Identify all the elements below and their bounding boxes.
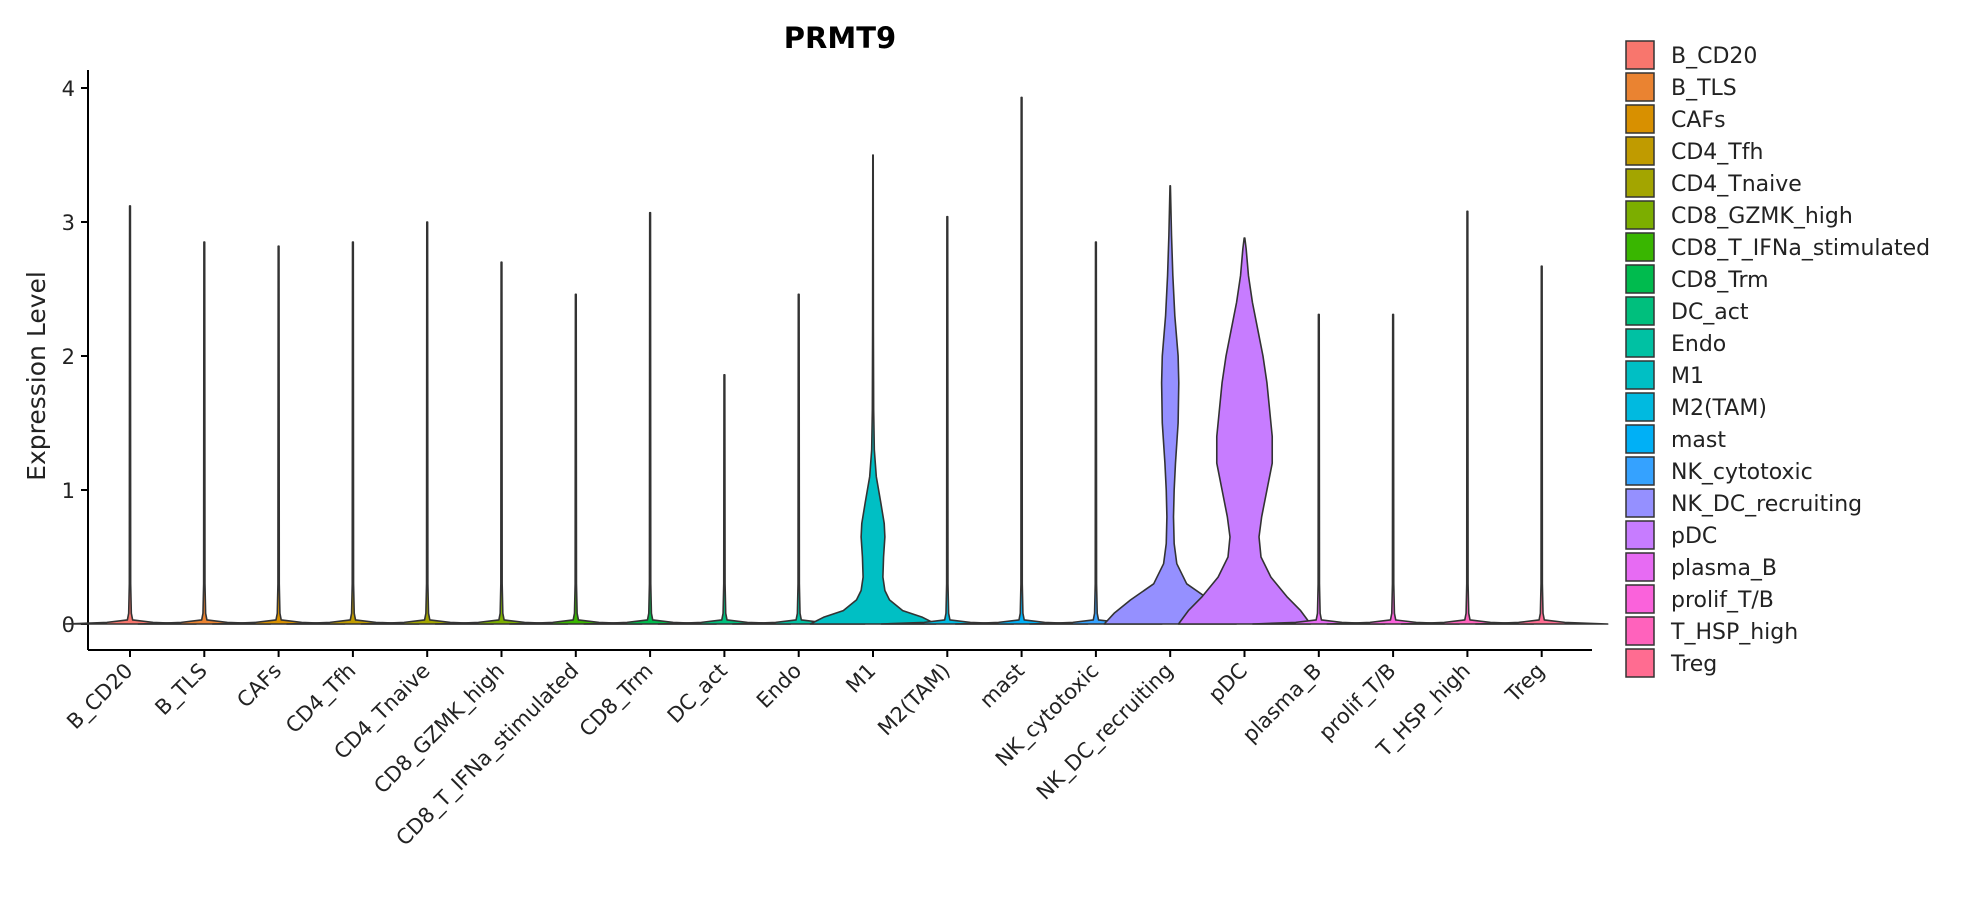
legend-swatch (1625, 232, 1655, 262)
legend-swatch (1625, 616, 1655, 646)
y-tick-label: 2 (62, 345, 75, 369)
violin-CD4_Tfh (286, 241, 420, 625)
x-tick-label: M2(TAM) (873, 659, 955, 741)
legend-swatch (1625, 72, 1655, 102)
legend-swatch (1625, 392, 1655, 422)
violin-prolif_T/B (1326, 313, 1460, 625)
legend-swatch (1625, 200, 1655, 230)
legend: B_CD20 B_TLS CAFs CD4_Tfh CD4_Tnaive CD8_GZMK… (1625, 40, 1930, 678)
violin-CAFs (211, 245, 346, 625)
legend-label: Endo (1671, 332, 1726, 357)
violin-CD8_Trm (583, 211, 717, 625)
violin-DC_act (657, 373, 792, 625)
chart-title: PRMT9 (784, 21, 896, 55)
legend-label: CAFs (1671, 108, 1726, 133)
legend-label: CD8_GZMK_high (1671, 204, 1853, 229)
violins (63, 96, 1609, 625)
x-tick-label: B_TLS (150, 659, 212, 721)
legend-swatch (1625, 584, 1655, 614)
x-tick-label: NK_DC_recruiting (1032, 659, 1179, 806)
x-tick-label: CD8_Trm (575, 659, 659, 743)
violin-M1 (809, 154, 937, 625)
x-tick-label: M1 (841, 659, 880, 698)
legend-label: plasma_B (1671, 556, 1777, 581)
legend-label: NK_cytotoxic (1671, 460, 1813, 485)
legend-label: NK_DC_recruiting (1671, 492, 1862, 517)
violin-CD8_T_IFNa_stimulated (509, 293, 643, 625)
legend-label: pDC (1671, 524, 1717, 549)
violin-NK_cytotoxic (1029, 241, 1163, 625)
violin-M2(TAM) (880, 215, 1015, 625)
violin-Endo (731, 293, 866, 625)
x-tick-label: mast (975, 659, 1029, 713)
x-tick-label: CD8_GZMK_high (369, 659, 509, 799)
violin-B_CD20 (63, 205, 197, 625)
legend-swatch (1625, 328, 1655, 358)
y-tick-label: 3 (62, 211, 75, 235)
x-tick-label: Treg (1500, 659, 1549, 708)
x-tick-label: Endo (752, 659, 806, 713)
legend-swatch (1625, 488, 1655, 518)
legend-label: CD8_Trm (1671, 268, 1769, 293)
legend-swatch (1625, 136, 1655, 166)
legend-label: CD4_Tfh (1671, 140, 1763, 165)
x-tick-label: B_CD20 (62, 659, 138, 735)
y-axis: 0 1 2 3 4 (62, 70, 89, 650)
legend-label: B_TLS (1671, 76, 1737, 101)
legend-swatch (1625, 552, 1655, 582)
violin-mast (954, 96, 1089, 625)
legend-swatch (1625, 424, 1655, 454)
legend-label: M1 (1671, 364, 1704, 389)
legend-swatch (1625, 104, 1655, 134)
legend-swatch (1625, 40, 1655, 70)
legend-swatch (1625, 648, 1655, 678)
legend-label: T_HSP_high (1670, 620, 1798, 645)
violin-T_HSP_high (1400, 210, 1535, 625)
violin-Treg (1474, 265, 1609, 625)
legend-label: prolif_T/B (1671, 588, 1774, 613)
x-tick-label: plasma_B (1238, 659, 1327, 748)
y-tick-label: 1 (62, 479, 75, 503)
x-tick-label: DC_act (663, 659, 733, 729)
legend-label: mast (1671, 428, 1726, 453)
violin-B_TLS (137, 241, 272, 625)
legend-label: CD4_Tnaive (1671, 172, 1802, 197)
y-tick-label: 0 (62, 613, 75, 637)
violin-CD4_Tnaive (360, 221, 494, 625)
legend-swatch (1625, 168, 1655, 198)
legend-label: M2(TAM) (1671, 396, 1767, 421)
legend-swatch (1625, 296, 1655, 326)
x-axis: B_CD20 B_TLS CAFsCD4_TfhCD4_TnaiveCD8_GZMK… (62, 649, 1592, 851)
legend-swatch (1625, 456, 1655, 486)
violin-NK_DC_recruiting (1103, 185, 1237, 625)
violin-CD8_GZMK_high (434, 261, 569, 625)
legend-swatch (1625, 264, 1655, 294)
legend-label: CD8_T_IFNa_stimulated (1671, 236, 1930, 261)
legend-label: B_CD20 (1671, 44, 1757, 69)
legend-label: DC_act (1671, 300, 1749, 325)
x-tick-label: CAFs (232, 659, 286, 713)
legend-swatch (1625, 360, 1655, 390)
legend-swatch (1625, 520, 1655, 550)
x-tick-label: pDC (1204, 659, 1252, 707)
y-tick-label: 4 (62, 77, 75, 101)
y-axis-label: Expression Level (22, 271, 51, 481)
violin-plasma_B (1252, 313, 1386, 625)
violin-pDC (1177, 237, 1312, 625)
legend-label: Treg (1670, 652, 1717, 677)
